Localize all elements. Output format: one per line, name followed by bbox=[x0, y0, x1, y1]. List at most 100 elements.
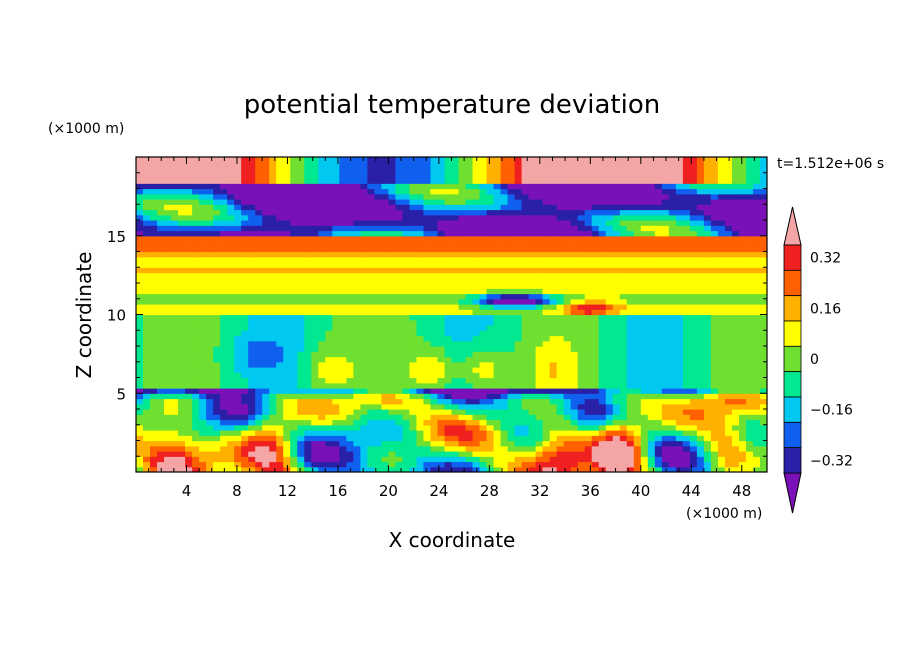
field-cell bbox=[388, 183, 397, 190]
field-cell bbox=[297, 220, 305, 226]
field-cell bbox=[752, 424, 761, 431]
field-cell bbox=[682, 335, 691, 342]
field-cell bbox=[339, 388, 347, 394]
field-cell bbox=[136, 440, 144, 447]
field-cell bbox=[346, 304, 354, 310]
field-cell bbox=[360, 351, 368, 358]
field-cell bbox=[458, 288, 467, 295]
field-cell bbox=[178, 283, 186, 289]
field-cell bbox=[353, 220, 361, 226]
field-cell bbox=[290, 440, 298, 447]
field-cell bbox=[346, 293, 354, 300]
field-cell bbox=[353, 419, 361, 426]
field-cell bbox=[668, 251, 677, 258]
field-cell bbox=[521, 388, 530, 394]
field-cell bbox=[696, 424, 705, 431]
field-cell bbox=[339, 241, 347, 247]
field-cell bbox=[605, 325, 614, 331]
field-cell bbox=[255, 214, 263, 221]
field-cell bbox=[556, 330, 565, 337]
field-cell bbox=[423, 388, 432, 394]
field-cell bbox=[605, 251, 614, 258]
field-cell bbox=[157, 367, 165, 373]
field-cell bbox=[192, 204, 200, 211]
field-cell bbox=[549, 283, 558, 289]
field-cell bbox=[367, 267, 375, 274]
field-cell bbox=[717, 209, 726, 216]
field-cell bbox=[654, 466, 663, 472]
field-cell bbox=[178, 193, 186, 200]
field-cell bbox=[150, 340, 158, 347]
field-cell bbox=[360, 445, 368, 452]
field-cell bbox=[759, 304, 767, 310]
field-cell bbox=[178, 209, 186, 216]
field-cell bbox=[241, 298, 249, 305]
field-cell bbox=[759, 340, 767, 347]
field-cell bbox=[423, 288, 432, 295]
field-cell bbox=[234, 220, 242, 226]
field-cell bbox=[311, 256, 319, 263]
field-cell bbox=[486, 346, 495, 352]
field-cell bbox=[465, 335, 474, 342]
field-cell bbox=[430, 398, 439, 405]
field-cell bbox=[185, 409, 193, 415]
field-cell bbox=[220, 267, 228, 274]
field-cell bbox=[423, 251, 432, 258]
field-cell bbox=[241, 220, 249, 226]
field-cell bbox=[437, 335, 446, 342]
field-cell bbox=[598, 414, 607, 421]
field-cell bbox=[206, 183, 214, 190]
field-cell bbox=[633, 277, 642, 284]
field-cell bbox=[150, 445, 158, 452]
field-cell bbox=[542, 235, 551, 242]
field-cell bbox=[500, 466, 509, 472]
field-cell bbox=[458, 277, 467, 284]
field-cell bbox=[696, 246, 705, 253]
field-cell bbox=[150, 204, 158, 211]
field-cell bbox=[640, 409, 649, 415]
field-cell bbox=[206, 314, 214, 321]
field-cell bbox=[612, 277, 621, 284]
field-cell bbox=[353, 199, 361, 205]
field-cell bbox=[220, 314, 228, 321]
field-cell bbox=[409, 445, 418, 452]
field-cell bbox=[192, 283, 200, 289]
field-cell bbox=[535, 267, 544, 274]
field-cell bbox=[731, 393, 740, 400]
field-cell bbox=[283, 440, 291, 447]
field-cell bbox=[570, 340, 579, 347]
field-cell bbox=[402, 340, 411, 347]
field-cell bbox=[738, 277, 747, 284]
field-cell bbox=[486, 193, 495, 200]
field-cell bbox=[353, 456, 361, 463]
field-cell bbox=[542, 199, 551, 205]
field-cell bbox=[360, 225, 368, 232]
field-cell bbox=[269, 435, 277, 442]
field-cell bbox=[255, 256, 263, 263]
field-cell bbox=[584, 461, 593, 468]
field-cell bbox=[759, 267, 767, 274]
field-cell bbox=[626, 414, 635, 421]
field-cell bbox=[353, 251, 361, 258]
field-cell bbox=[444, 372, 453, 379]
field-cell bbox=[731, 230, 740, 237]
field-cell bbox=[479, 262, 488, 268]
field-cell bbox=[381, 393, 389, 400]
field-cell bbox=[696, 262, 705, 268]
field-cell bbox=[290, 330, 298, 337]
field-cell bbox=[157, 414, 165, 421]
field-cell bbox=[640, 288, 649, 295]
field-cell bbox=[360, 367, 368, 373]
field-cell bbox=[437, 319, 446, 326]
field-cell bbox=[374, 262, 382, 268]
field-cell bbox=[661, 188, 670, 195]
field-cell bbox=[619, 325, 628, 331]
field-cell bbox=[304, 178, 312, 184]
field-cell bbox=[388, 246, 397, 253]
field-cell bbox=[668, 403, 677, 410]
field-cell bbox=[248, 188, 256, 195]
field-cell bbox=[682, 430, 691, 436]
field-cell bbox=[346, 246, 354, 253]
field-cell bbox=[178, 246, 186, 253]
field-cell bbox=[241, 351, 249, 358]
